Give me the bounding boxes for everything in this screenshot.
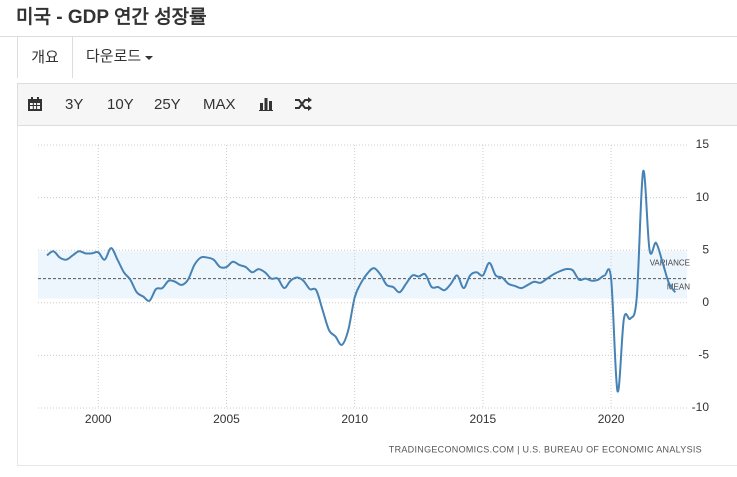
range-10y-button[interactable]: 10Y [107,96,134,113]
x-tick-label: 2005 [213,412,240,426]
page-title: 미국 - GDP 연간 성장률 [16,7,207,28]
y-tick-label: -10 [692,400,710,414]
caret-icon [145,56,154,60]
y-tick-label: -5 [698,348,709,362]
tab-overview[interactable]: 개요 [17,36,73,78]
shuffle-button[interactable] [294,97,312,111]
y-tick-label: 15 [696,137,710,151]
calendar-button[interactable] [27,96,43,112]
range-3y-button[interactable]: 3Y [65,96,84,113]
x-tick-label: 2020 [598,412,625,426]
source-note: TRADINGECONOMICS.COM | U.S. BUREAU OF EC… [389,444,702,454]
toolbar: 3Y 10Y 25Y MAX [17,83,737,126]
y-tick-label: 5 [702,242,709,256]
data-line [46,170,677,393]
variance-label: VARIANCE [650,258,690,267]
x-tick-label: 2015 [470,412,497,426]
variance-band [38,251,687,299]
chart-panel [17,125,737,466]
range-25y-button[interactable]: 25Y [154,96,181,113]
x-tick-label: 2010 [341,412,368,426]
x-tick-label: 2000 [85,412,112,426]
tab-download[interactable]: 다운로드 [86,36,154,77]
tab-label: 다운로드 [86,48,142,65]
tab-divider [0,36,737,37]
range-max-button[interactable]: MAX [203,96,236,113]
y-tick-label: 10 [696,190,710,204]
bar-chart-button[interactable] [259,97,273,111]
mean-label: MEAN [667,283,690,292]
y-tick-label: 0 [702,295,709,309]
